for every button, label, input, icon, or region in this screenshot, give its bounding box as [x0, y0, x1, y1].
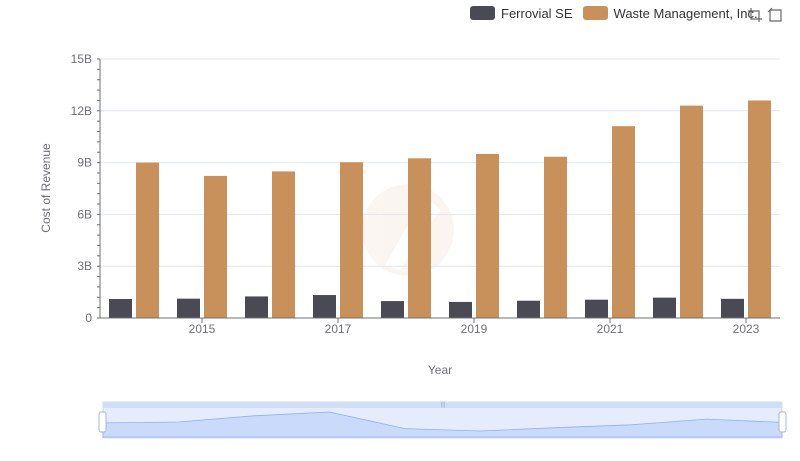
zoom-handle-bar[interactable] [103, 402, 782, 408]
bar-ferrovial-2019[interactable] [449, 301, 472, 318]
data-zoom-slider[interactable]: ||| [98, 401, 787, 439]
zoom-handle-left[interactable] [98, 411, 107, 433]
y-tick-label: 15B [71, 52, 92, 66]
y-tick-label: 12B [71, 104, 92, 118]
grid-lines [100, 58, 780, 319]
x-tick-label: 2017 [325, 322, 352, 336]
y-tick-label: 3B [77, 259, 92, 273]
bar-waste-management-2016[interactable] [272, 171, 295, 318]
bar-waste-management-2023[interactable] [748, 100, 771, 318]
zoom-handle-right[interactable] [778, 411, 787, 433]
legend-item-waste-management[interactable]: Waste Management, Inc. [582, 5, 758, 21]
bars [109, 100, 771, 319]
bar-ferrovial-2016[interactable] [245, 296, 268, 318]
bar-waste-management-2021[interactable] [612, 126, 635, 319]
x-tick-label: 2021 [597, 322, 624, 336]
legend-swatch-ferrovial [470, 6, 495, 20]
zoom-grip-icon[interactable]: ||| [441, 402, 446, 408]
bar-waste-management-2015[interactable] [204, 175, 227, 318]
legend-label-waste-management: Waste Management, Inc. [613, 5, 758, 21]
bar-waste-management-2014[interactable] [136, 162, 159, 318]
bar-ferrovial-2017[interactable] [313, 295, 336, 318]
y-tick-label: 9B [77, 156, 92, 170]
y-axis-label: Cost of Revenue [39, 143, 53, 233]
zoom-icon[interactable] [746, 6, 764, 24]
zoom-selection[interactable] [103, 402, 782, 438]
y-axis-ticks: 0 3B 6B 9B 12B 15B [71, 52, 101, 325]
toolbox [746, 6, 786, 24]
legend-swatch-waste-management [582, 6, 608, 20]
bar-ferrovial-2022[interactable] [653, 297, 676, 318]
bar-ferrovial-2015[interactable] [177, 298, 200, 318]
x-axis: 2015 2017 2019 2021 2023 [100, 317, 780, 336]
bar-ferrovial-2021[interactable] [585, 299, 608, 318]
x-axis-label: Year [428, 363, 452, 377]
reset-icon[interactable] [766, 6, 784, 24]
bar-waste-management-2022[interactable] [680, 105, 703, 319]
bar-ferrovial-2018[interactable] [381, 301, 404, 318]
bar-ferrovial-2014[interactable] [109, 299, 132, 318]
bar-waste-management-2017[interactable] [340, 162, 363, 318]
y-tick-label: 0 [85, 311, 92, 325]
legend-item-ferrovial[interactable]: Ferrovial SE [470, 6, 573, 21]
x-tick-label: 2015 [189, 322, 216, 336]
legend-label-ferrovial: Ferrovial SE [501, 5, 573, 21]
bar-ferrovial-2020[interactable] [517, 300, 540, 318]
bar-waste-management-2019[interactable] [476, 153, 499, 318]
x-tick-label: 2019 [461, 322, 488, 336]
bar-ferrovial-2023[interactable] [721, 298, 744, 318]
x-tick-label: 2023 [733, 322, 760, 336]
bar-waste-management-2018[interactable] [408, 158, 431, 318]
bar-waste-management-2020[interactable] [544, 156, 567, 318]
y-tick-label: 6B [77, 207, 92, 221]
legend: Ferrovial SE Waste Management, Inc. [470, 4, 768, 22]
